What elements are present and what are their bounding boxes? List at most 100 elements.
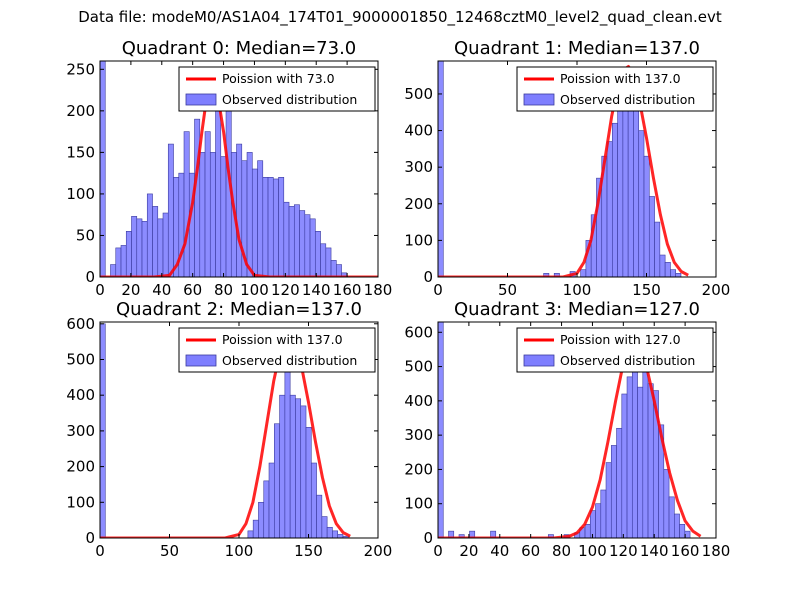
x-tick-label: 120 bbox=[271, 281, 300, 299]
histogram-bar bbox=[152, 206, 159, 277]
histogram-bar bbox=[258, 501, 265, 538]
histogram-bar bbox=[543, 273, 550, 277]
histogram-bar bbox=[668, 496, 675, 538]
x-tick-label: 60 bbox=[521, 542, 540, 560]
histogram-bar bbox=[316, 494, 323, 538]
histogram-bar bbox=[115, 247, 122, 277]
histogram-bar bbox=[612, 122, 618, 277]
subplot-quadrant-1: 0 50 100 150 200 0 100 200 300 400 500 Quadrant 1: … bbox=[404, 38, 730, 299]
x-tick-label: 0 bbox=[433, 281, 443, 299]
histogram-bar bbox=[330, 260, 337, 277]
histogram-bar bbox=[110, 264, 117, 277]
histogram-bar bbox=[295, 398, 302, 538]
y-tick-label: 500 bbox=[404, 85, 433, 103]
x-tick-label: 120 bbox=[609, 542, 638, 560]
y-tick-label: 0 bbox=[85, 529, 95, 547]
histogram-bar bbox=[167, 143, 174, 277]
legend-bars-swatch bbox=[185, 93, 217, 106]
subplot-quadrant-3: 0 20 40 60 80 100 120 140 160 1800100200300400500… bbox=[404, 299, 730, 560]
histogram-bar bbox=[136, 218, 143, 277]
x-tick-label: 160 bbox=[333, 281, 362, 299]
x-tick-label: 0 bbox=[95, 281, 105, 299]
histogram-bar bbox=[204, 131, 211, 277]
histogram-bar bbox=[438, 61, 444, 277]
histogram-bar bbox=[162, 212, 169, 277]
histogram-bar bbox=[220, 156, 227, 277]
histogram-bar bbox=[309, 218, 316, 277]
histogram-bar bbox=[605, 462, 612, 538]
histogram-bar bbox=[183, 131, 190, 277]
histogram-bar bbox=[120, 245, 127, 277]
legend-bars-label: Observed distribution bbox=[560, 353, 695, 368]
histogram-bar bbox=[257, 160, 264, 277]
x-tick-label: 100 bbox=[225, 542, 254, 560]
histogram-bar bbox=[246, 152, 253, 277]
y-tick-label: 100 bbox=[404, 231, 433, 249]
legend: Poission with 73.0 Observed distribution bbox=[178, 66, 376, 112]
histogram-bar bbox=[299, 210, 306, 277]
histogram-bar bbox=[659, 254, 666, 277]
histogram-bar bbox=[580, 269, 587, 277]
histogram-bar bbox=[310, 462, 317, 538]
y-tick-label: 200 bbox=[404, 195, 433, 213]
x-tick-label: 50 bbox=[160, 542, 179, 560]
histogram-bar bbox=[314, 231, 321, 277]
legend-curve-label: Poission with 73.0 bbox=[222, 71, 335, 86]
histogram-bar bbox=[279, 394, 286, 538]
x-tick-label: 20 bbox=[459, 542, 478, 560]
legend-curve-label: Poission with 137.0 bbox=[560, 71, 681, 86]
histogram-bar bbox=[606, 141, 613, 277]
x-tick-label: 0 bbox=[95, 542, 105, 560]
legend-curve-label: Poission with 137.0 bbox=[222, 332, 343, 347]
histogram-bar bbox=[663, 469, 670, 538]
histogram-bar bbox=[131, 216, 138, 277]
subplot-quadrant-0: 0 20 40 60 80 100 120 140 160 180050100150200250Q… bbox=[66, 38, 392, 299]
histogram-bar bbox=[289, 394, 296, 538]
y-tick-label: 100 bbox=[66, 493, 95, 511]
histogram-bar bbox=[670, 269, 676, 277]
histogram-bar bbox=[638, 130, 645, 277]
histogram-bar bbox=[283, 201, 290, 277]
y-tick-label: 0 bbox=[423, 268, 433, 286]
legend: Poission with 137.0 Observed distribution bbox=[516, 66, 714, 112]
histogram-bar bbox=[616, 427, 623, 538]
histogram-bar bbox=[490, 530, 497, 538]
histogram-bar bbox=[288, 206, 295, 277]
legend-bars-label: Observed distribution bbox=[222, 353, 357, 368]
y-tick-label: 400 bbox=[404, 122, 433, 140]
histogram-bar bbox=[325, 247, 332, 277]
x-tick-label: 150 bbox=[294, 542, 323, 560]
histogram-bar bbox=[252, 519, 259, 538]
y-tick-label: 200 bbox=[66, 458, 95, 476]
histogram-bar bbox=[633, 108, 640, 277]
histogram-bar bbox=[589, 510, 596, 538]
histogram-bar bbox=[268, 462, 275, 538]
legend-bars-label: Observed distribution bbox=[222, 92, 357, 107]
x-tick-label: 140 bbox=[302, 281, 331, 299]
histogram-bar bbox=[125, 231, 132, 277]
histogram-bar bbox=[610, 445, 617, 538]
histogram-bar bbox=[267, 177, 274, 277]
histogram-bar bbox=[199, 152, 206, 277]
plot-frame bbox=[437, 321, 717, 539]
legend-bars-swatch bbox=[523, 93, 555, 106]
y-tick-label: 50 bbox=[76, 226, 95, 244]
histogram-bar bbox=[332, 530, 338, 538]
histogram-bar bbox=[469, 530, 476, 538]
histogram-bar bbox=[251, 168, 258, 277]
x-tick-label: 180 bbox=[364, 281, 393, 299]
histogram-bar bbox=[643, 155, 650, 277]
histogram-bar bbox=[263, 480, 270, 538]
plot-frame bbox=[99, 60, 379, 278]
x-tick-label: 40 bbox=[152, 281, 171, 299]
y-tick-label: 100 bbox=[66, 185, 95, 203]
histogram-bar bbox=[304, 214, 311, 277]
x-tick-label: 180 bbox=[702, 542, 731, 560]
y-tick-label: 0 bbox=[85, 268, 95, 286]
histogram-bar bbox=[448, 530, 455, 538]
histogram-bar bbox=[654, 221, 661, 277]
subplot-quadrant-2: 0 50 100 150 200 0 100 200 300 400 500 600 Quadrant … bbox=[66, 299, 392, 560]
legend-bars-label: Observed distribution bbox=[560, 92, 695, 107]
histogram-bar bbox=[600, 489, 607, 538]
histogram-bar bbox=[141, 221, 148, 277]
